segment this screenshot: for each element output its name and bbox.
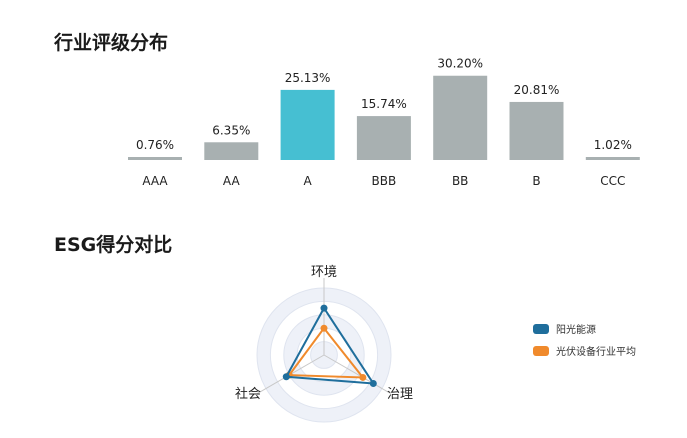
tick-label-CCC: CCC bbox=[600, 174, 625, 188]
radar-series-光伏设备行业平均 bbox=[287, 326, 365, 379]
bar-B bbox=[509, 101, 564, 160]
tick-label-BBB: BBB bbox=[372, 174, 397, 188]
data-label-BBB: 15.74% bbox=[361, 97, 407, 111]
tick-label-AA: AA bbox=[223, 174, 241, 188]
tick-label-BB: BB bbox=[452, 174, 468, 188]
radar-point bbox=[282, 373, 290, 381]
radar-point bbox=[320, 304, 328, 312]
radar-point bbox=[369, 379, 377, 387]
radar-series-阳光能源 bbox=[284, 306, 376, 385]
legend-label: 光伏设备行业平均 bbox=[556, 347, 636, 358]
data-label-CCC: 1.02% bbox=[594, 138, 632, 152]
bar-A bbox=[280, 89, 335, 160]
legend-item-0[interactable]: 阳光能源 bbox=[533, 321, 596, 336]
bar-CCC bbox=[585, 157, 640, 160]
tick-label-AAA: AAA bbox=[142, 174, 168, 188]
data-label-B: 20.81% bbox=[514, 83, 560, 97]
data-label-A: 25.13% bbox=[285, 71, 331, 85]
legend-item-1[interactable]: 光伏设备行业平均 bbox=[533, 343, 636, 358]
data-label-AAA: 0.76% bbox=[136, 138, 174, 152]
radar-point bbox=[359, 373, 367, 381]
bar-AAA bbox=[128, 157, 182, 160]
data-label-AA: 6.35% bbox=[212, 123, 250, 137]
legend-swatch bbox=[533, 323, 549, 334]
radar-axis-label-1: 治理 bbox=[387, 387, 413, 402]
bar-BB bbox=[433, 75, 488, 160]
bar-BBB bbox=[356, 116, 411, 160]
radar-axis-line bbox=[323, 354, 391, 394]
radar-axis-label-0: 环境 bbox=[311, 265, 337, 280]
data-label-BB: 30.20% bbox=[437, 57, 483, 71]
tick-label-B: B bbox=[532, 174, 540, 188]
radar-point bbox=[320, 324, 328, 332]
tick-label-A: A bbox=[303, 174, 312, 188]
bar-AA bbox=[204, 142, 259, 160]
legend-label: 阳光能源 bbox=[556, 325, 596, 336]
radar-chart-title: ESG得分对比 bbox=[54, 234, 173, 256]
bar-chart-title: 行业评级分布 bbox=[54, 32, 169, 54]
radar-axis-label-2: 社会 bbox=[235, 386, 261, 402]
legend-swatch bbox=[533, 345, 549, 356]
